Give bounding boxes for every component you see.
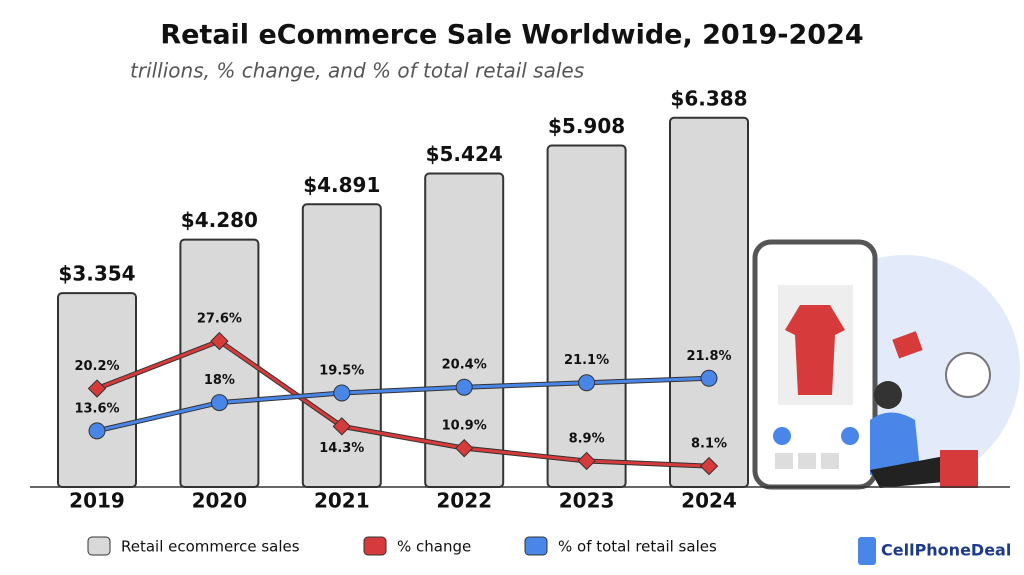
marker	[88, 422, 106, 440]
chart-subtitle: trillions, % change, and % of total reta…	[130, 59, 584, 83]
illustration	[752, 239, 1020, 490]
bar	[669, 116, 749, 489]
marker	[700, 369, 718, 387]
x-tick-label: 2022	[436, 489, 492, 513]
bar	[301, 203, 382, 488]
bar	[424, 172, 505, 488]
bar-value-label: $5.908	[548, 114, 625, 138]
point-value-label: 18%	[204, 373, 235, 388]
line	[96, 376, 710, 433]
marker	[87, 379, 107, 398]
x-tick-label: 2023	[559, 489, 615, 513]
marker	[578, 374, 596, 392]
x-tick-label: 2019	[69, 489, 125, 513]
x-tick-label: 2021	[314, 489, 370, 513]
legend-label: % change	[397, 538, 471, 556]
point-value-label: 8.9%	[569, 431, 605, 446]
x-tick-label: 2024	[681, 489, 737, 513]
marker	[699, 456, 719, 476]
point-value-label: 20.2%	[74, 359, 119, 374]
point-value-label: 20.4%	[442, 358, 487, 373]
bar-value-label: $5.424	[426, 142, 503, 166]
marker	[577, 451, 596, 471]
legend-label: % of total retail sales	[558, 538, 717, 556]
x-tick-label: 2020	[192, 489, 248, 513]
bar	[546, 144, 627, 488]
bar-value-label: $4.891	[303, 173, 380, 197]
legend-swatch	[87, 536, 111, 556]
marker	[210, 394, 228, 412]
point-value-label: 10.9%	[442, 419, 487, 434]
point-value-label: 13.6%	[74, 401, 119, 416]
brand-logo: CellPhoneDeal	[858, 537, 1011, 565]
point-value-label: 27.6%	[197, 312, 242, 327]
bar	[179, 238, 260, 488]
brand-name: CellPhoneDeal	[881, 541, 1011, 560]
marker	[210, 331, 229, 351]
point-value-label: 8.1%	[691, 437, 727, 452]
point-value-label: 21.1%	[564, 353, 609, 368]
bar-value-label: $6.388	[670, 86, 747, 110]
point-value-label: 21.8%	[686, 349, 731, 364]
legend-label: Retail ecommerce sales	[121, 538, 300, 556]
line	[96, 339, 710, 468]
legend-swatch	[363, 536, 387, 556]
legend-swatch	[524, 536, 548, 556]
point-value-label: 19.5%	[319, 364, 364, 379]
bar-value-label: $4.280	[181, 208, 258, 232]
point-value-label: 14.3%	[319, 441, 364, 456]
chart-title: Retail eCommerce Sale Worldwide, 2019-20…	[160, 20, 863, 51]
marker	[455, 438, 474, 458]
marker	[455, 378, 473, 396]
bar-value-label: $3.354	[58, 262, 135, 286]
marker	[333, 384, 351, 402]
marker	[332, 417, 351, 436]
